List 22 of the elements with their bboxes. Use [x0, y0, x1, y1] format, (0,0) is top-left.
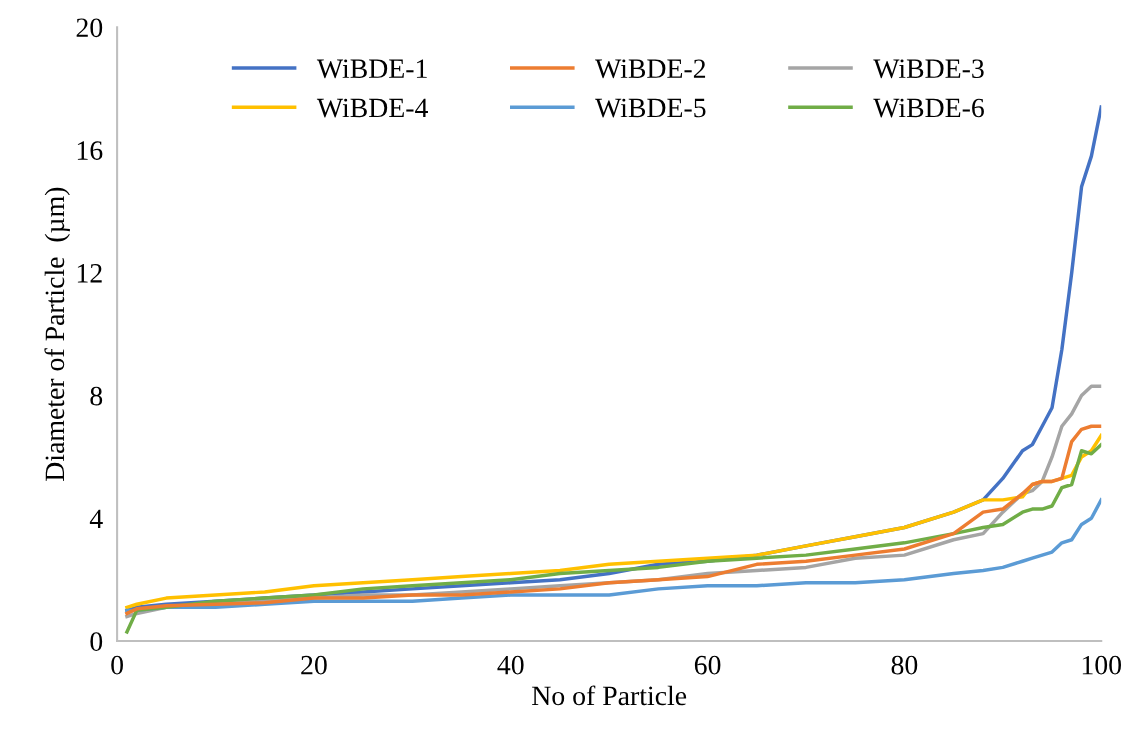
x-tick-label: 0 — [111, 655, 123, 675]
legend-label: WiBDE-5 — [595, 98, 706, 118]
x-tick-label: 40 — [497, 655, 524, 675]
line-series — [125, 442, 1102, 634]
x-tick-label: 60 — [694, 655, 721, 675]
y-tick-label: 8 — [90, 386, 103, 406]
legend-label: WiBDE-2 — [595, 59, 706, 79]
y-tick-label: 12 — [77, 264, 102, 283]
y-tick-label: 20 — [76, 18, 103, 38]
x-axis-title: No of Particle — [532, 685, 687, 706]
y-tick-label: 4 — [89, 509, 103, 528]
y-axis-title: Diameter of Particle (µm) — [44, 187, 70, 481]
legend-label: WiBDE-1 — [316, 59, 427, 79]
legend-label: WiBDE-4 — [316, 98, 428, 118]
line-series — [125, 498, 1102, 613]
y-tick-label: 16 — [77, 141, 103, 160]
legend-label: WiBDE-3 — [873, 59, 984, 79]
legend-label: WiBDE-6 — [873, 98, 984, 118]
x-tick-label: 100 — [1082, 655, 1121, 675]
y-tick-label: 0 — [90, 632, 103, 651]
x-tick-label: 80 — [891, 655, 918, 675]
x-tick-label: 20 — [301, 655, 327, 675]
